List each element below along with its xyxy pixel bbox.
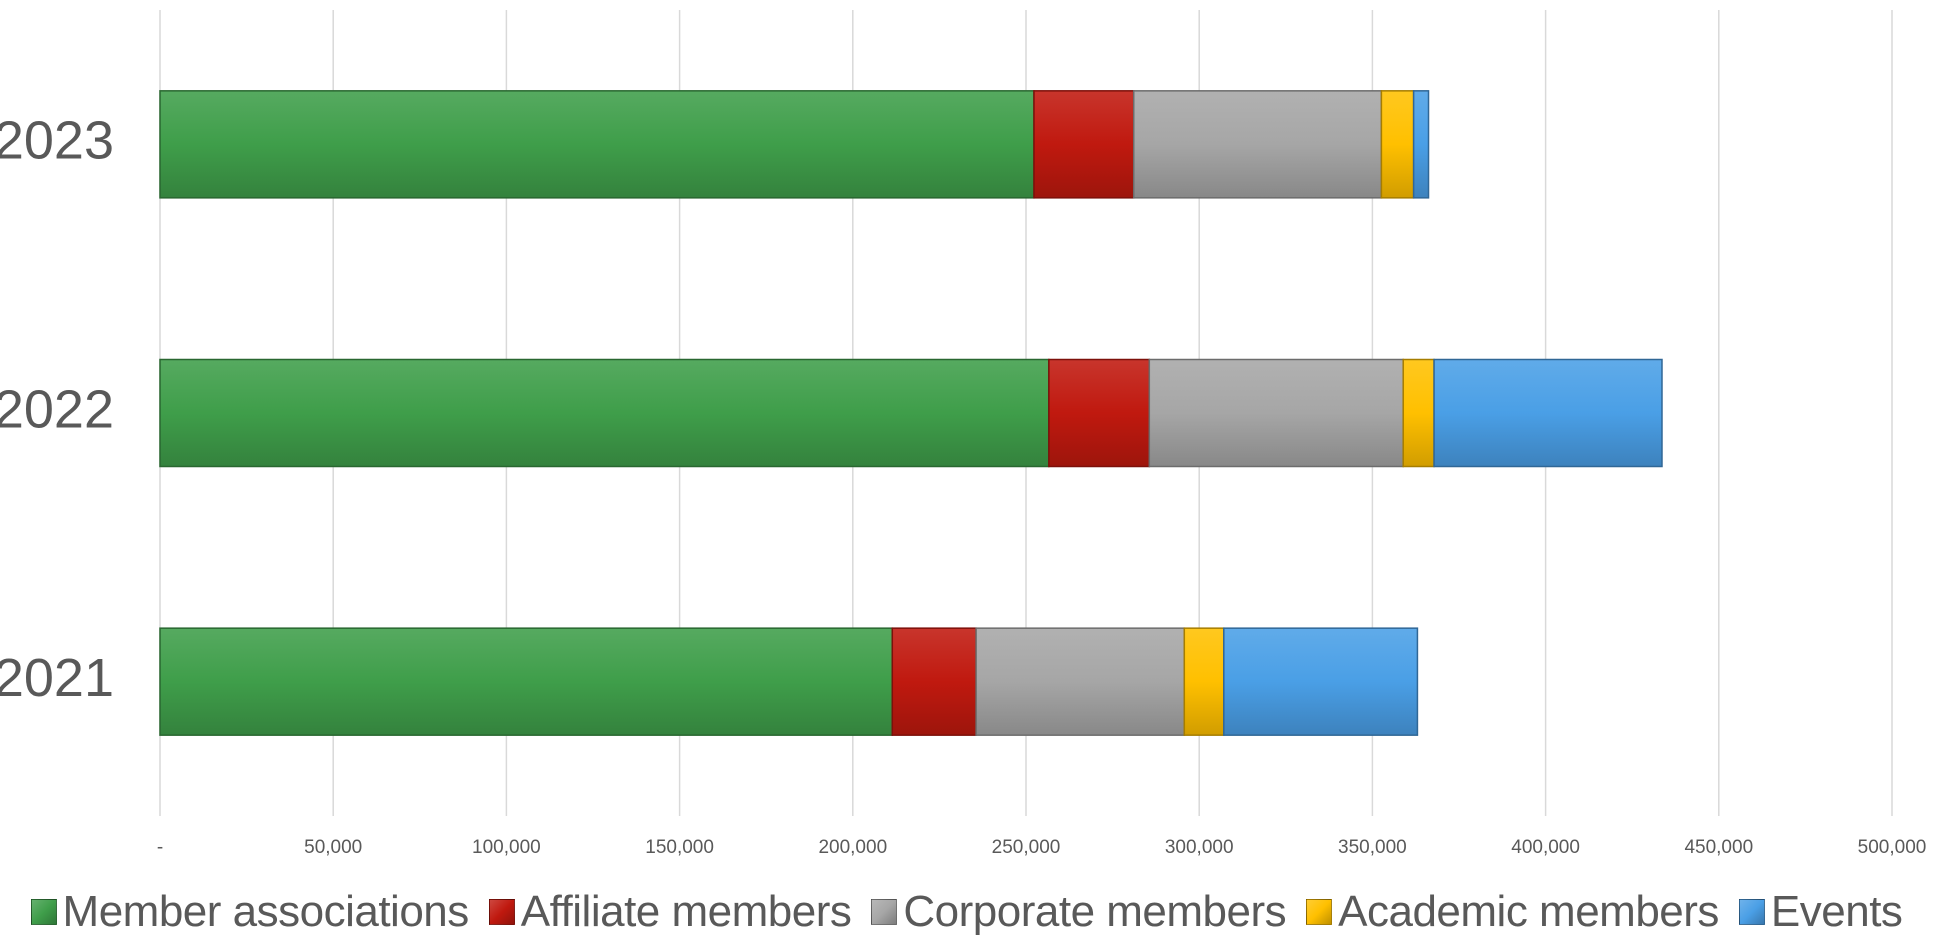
legend-swatch <box>1738 899 1765 925</box>
x-tick-label: 350,000 <box>1338 837 1407 858</box>
x-tick-label: 200,000 <box>818 837 887 858</box>
bar-segment <box>1033 90 1135 199</box>
bar-segment <box>1148 358 1404 468</box>
y-tick-label: 2023 <box>0 111 114 171</box>
bar-segment <box>1412 90 1430 199</box>
legend-item: Corporate members <box>871 887 1287 937</box>
x-tick-label: - <box>157 837 163 858</box>
bar-segment <box>1183 627 1225 736</box>
bar-segment <box>891 627 977 736</box>
bar-segment <box>159 358 1050 468</box>
bar-segment <box>1380 90 1415 199</box>
legend-item: Affiliate members <box>488 887 852 937</box>
bar-segment <box>1132 90 1383 199</box>
x-tick-label: 500,000 <box>1858 837 1927 858</box>
legend-item: Academic members <box>1306 887 1719 937</box>
legend-item: Member associations <box>30 887 470 937</box>
x-tick-label: 450,000 <box>1684 837 1753 858</box>
legend-swatch <box>871 899 898 925</box>
y-tick-label: 2021 <box>0 648 114 708</box>
legend-label: Corporate members <box>903 887 1287 936</box>
bar-segment <box>1048 358 1151 468</box>
legend: Member associations Affiliate members Corp… <box>0 880 1933 944</box>
legend-swatch <box>1306 899 1333 925</box>
chart: - 50,000 100,000 150,000 200,000 250,000 300,0… <box>0 10 1927 858</box>
legend-item: Events <box>1738 887 1903 937</box>
x-tick-label: 250,000 <box>992 837 1061 858</box>
legend-swatch <box>30 899 57 925</box>
legend-swatch <box>488 899 515 925</box>
y-tick-label: 2022 <box>0 379 114 439</box>
x-tick-label: 100,000 <box>472 837 541 858</box>
bar-segment <box>1433 358 1663 468</box>
x-tick-label: 400,000 <box>1511 837 1580 858</box>
bar-segment <box>159 627 894 736</box>
x-tick-label: 300,000 <box>1165 837 1234 858</box>
bar-segment <box>1223 627 1419 736</box>
x-tick-label: 150,000 <box>645 837 714 858</box>
x-tick-label: 50,000 <box>304 837 362 858</box>
bar-segment <box>975 627 1186 736</box>
bar-segment <box>159 90 1035 199</box>
bar-segment <box>1402 358 1435 468</box>
legend-label: Events <box>1770 887 1903 936</box>
legend-label: Academic members <box>1338 887 1719 936</box>
legend-label: Affiliate members <box>520 887 852 936</box>
legend-label: Member associations <box>62 887 470 936</box>
